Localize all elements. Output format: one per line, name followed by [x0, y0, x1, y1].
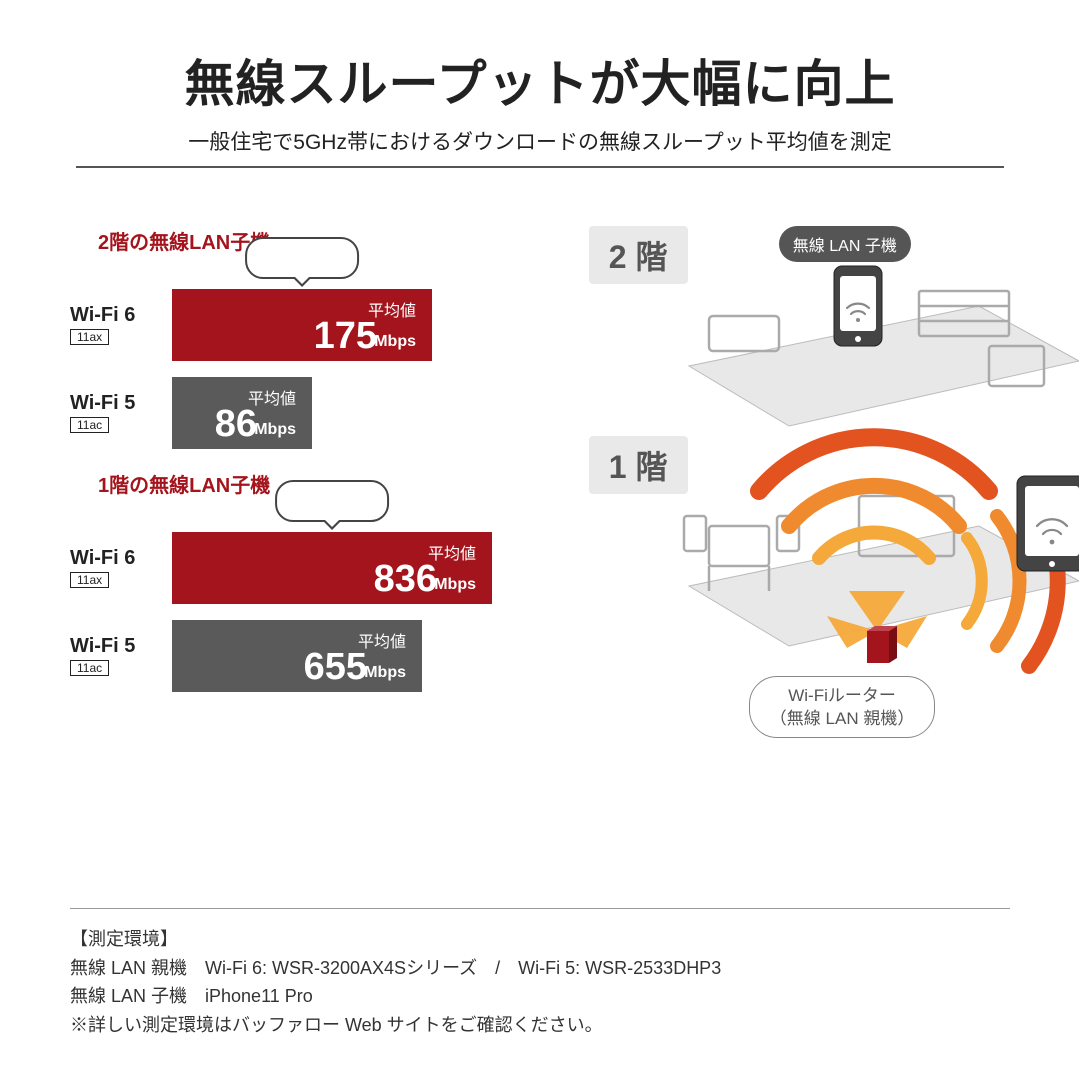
bar-label: Wi-Fi 6 11ax	[70, 547, 172, 589]
footnote-line2: 無線 LAN 子機 iPhone11 Pro	[70, 982, 1010, 1011]
wifi-name: Wi-Fi 5	[70, 635, 172, 658]
wifi-std: 11ac	[70, 660, 109, 676]
multiplier-bubble-2f: 約 2.0 倍	[245, 237, 359, 279]
bar-label: Wi-Fi 5 11ac	[70, 635, 172, 677]
mult-suffix: 倍	[325, 252, 343, 272]
bar-label: Wi-Fi 5 11ac	[70, 392, 172, 434]
wifi-std: 11ax	[70, 329, 109, 345]
footnote-line1: 無線 LAN 親機 Wi-Fi 6: WSR-3200AX4Sシリーズ / Wi…	[70, 954, 1010, 983]
footnote-heading: 【測定環境】	[70, 925, 1010, 954]
bar-value: 175	[314, 317, 377, 355]
bar-unit: Mbps	[434, 576, 476, 594]
mult-prefix: 約	[291, 498, 307, 515]
bar-label: Wi-Fi 6 11ax	[70, 304, 172, 346]
bar-value: 655	[304, 648, 367, 686]
throughput-chart: 2階の無線LAN子機 Wi-Fi 6 11ax 約 2.0 倍 平均値 175 …	[70, 196, 559, 708]
wifi-std: 11ac	[70, 417, 109, 433]
wifi-name: Wi-Fi 6	[70, 547, 172, 570]
mult-value: 2.0	[282, 243, 321, 274]
wifi-std: 11ax	[70, 572, 109, 588]
page-title: 無線スループットが大幅に向上	[0, 44, 1080, 116]
multiplier-bubble-1f: 約 1.3 倍	[275, 480, 389, 522]
footnote-line3: ※詳しい測定環境はバッファロー Web サイトをご確認ください。	[70, 1011, 1010, 1040]
house-svg	[559, 196, 1079, 756]
bar-value: 836	[374, 560, 437, 598]
bar-unit: Mbps	[374, 333, 416, 351]
client-device-2f-icon	[834, 266, 882, 346]
bar-unit: Mbps	[254, 421, 296, 439]
client-device-1f-icon	[1017, 476, 1079, 571]
bar-1f-wifi5: 平均値 655 Mbps	[172, 620, 422, 692]
floor-2-slab	[689, 306, 1079, 426]
bar-2f-wifi5: 平均値 86 Mbps	[172, 377, 312, 449]
page-subtitle: 一般住宅で5GHz帯におけるダウンロードの無線スループット平均値を測定	[0, 126, 1080, 156]
router-icon	[867, 626, 897, 663]
house-illustration: 2 階 1 階 無線 LAN 子機 Wi-Fiルーター （無線 LAN 親機）	[559, 196, 1010, 708]
bar-unit: Mbps	[364, 664, 406, 682]
bar-value: 86	[215, 405, 257, 443]
wifi-name: Wi-Fi 5	[70, 392, 172, 415]
measurement-footnote: 【測定環境】 無線 LAN 親機 Wi-Fi 6: WSR-3200AX4Sシリ…	[70, 908, 1010, 1040]
mult-value: 1.3	[312, 486, 351, 517]
mult-suffix: 倍	[355, 495, 373, 515]
bar-1f-wifi6: 約 1.3 倍 平均値 836 Mbps	[172, 532, 492, 604]
mult-prefix: 約	[261, 255, 277, 272]
bar-2f-wifi6: 約 2.0 倍 平均値 175 Mbps	[172, 289, 432, 361]
wifi-name: Wi-Fi 6	[70, 304, 172, 327]
